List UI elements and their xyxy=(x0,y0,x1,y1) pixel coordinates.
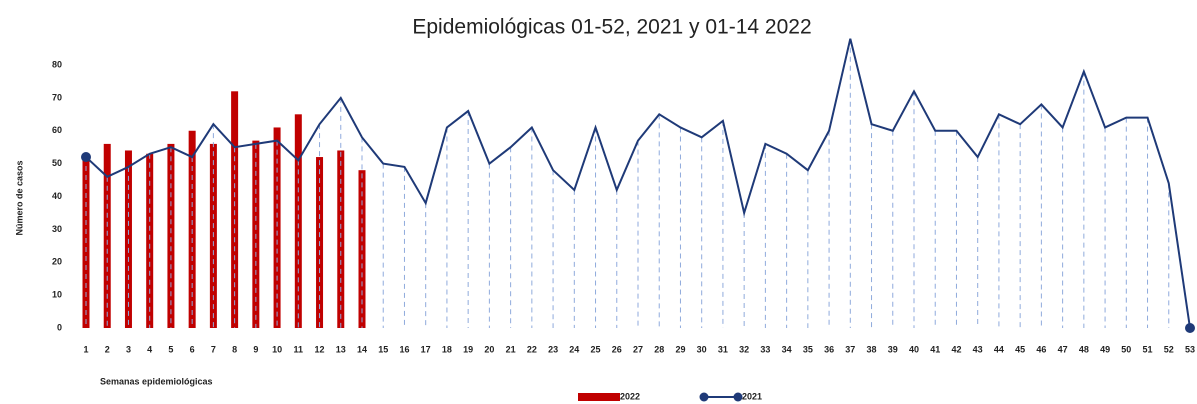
legend-marker xyxy=(699,392,709,402)
x-tick-label: 51 xyxy=(1143,344,1153,354)
x-tick-label: 14 xyxy=(357,344,367,354)
x-tick-label: 37 xyxy=(845,344,855,354)
chart-title: Epidemiológicas 01-52, 2021 y 01-14 2022 xyxy=(412,16,811,39)
x-tick-label: 16 xyxy=(399,344,409,354)
x-tick-label: 1 xyxy=(83,344,88,354)
x-tick-label: 13 xyxy=(336,344,346,354)
x-tick-label: 3 xyxy=(126,344,131,354)
x-axis-label: Semanas epidemiológicas xyxy=(100,376,213,386)
x-tick-label: 32 xyxy=(739,344,749,354)
x-tick-label: 46 xyxy=(1036,344,1046,354)
x-tick-label: 28 xyxy=(654,344,664,354)
x-tick-label: 40 xyxy=(909,344,919,354)
x-tick-label: 31 xyxy=(718,344,728,354)
bar xyxy=(146,153,154,328)
x-tick-label: 20 xyxy=(484,344,494,354)
legend-marker xyxy=(733,392,743,402)
legend-swatch xyxy=(578,393,620,401)
x-tick-label: 15 xyxy=(378,344,388,354)
x-tick-label: 43 xyxy=(973,344,983,354)
x-tick-label: 52 xyxy=(1164,344,1174,354)
x-tick-label: 30 xyxy=(697,344,707,354)
x-tick-label: 11 xyxy=(294,344,304,354)
x-tick-label: 27 xyxy=(633,344,643,354)
x-tick-label: 38 xyxy=(867,344,877,354)
x-tick-label: 45 xyxy=(1015,344,1025,354)
x-tick-label: 39 xyxy=(888,344,898,354)
x-tick-label: 18 xyxy=(442,344,452,354)
y-tick-label: 0 xyxy=(57,322,62,332)
bar xyxy=(167,143,175,328)
x-tick-label: 17 xyxy=(421,344,431,354)
y-tick-label: 40 xyxy=(52,191,62,201)
x-tick-label: 42 xyxy=(951,344,961,354)
y-tick-label: 70 xyxy=(52,92,62,102)
x-tick-label: 7 xyxy=(211,344,216,354)
x-tick-label: 33 xyxy=(760,344,770,354)
x-tick-label: 49 xyxy=(1100,344,1110,354)
y-tick-label: 50 xyxy=(52,158,62,168)
bar xyxy=(273,127,281,329)
x-tick-label: 12 xyxy=(315,344,325,354)
x-tick-label: 47 xyxy=(1058,344,1068,354)
line xyxy=(85,38,1191,329)
x-tick-label: 53 xyxy=(1185,344,1195,354)
bar xyxy=(231,91,239,328)
x-tick-label: 41 xyxy=(930,344,940,354)
bar xyxy=(337,150,345,328)
y-tick-label: 10 xyxy=(52,290,62,300)
x-tick-label: 21 xyxy=(506,344,516,354)
x-tick-label: 29 xyxy=(675,344,685,354)
x-tick-label: 2 xyxy=(105,344,110,354)
x-tick-label: 34 xyxy=(782,344,792,354)
line-marker xyxy=(1185,323,1195,333)
x-tick-label: 22 xyxy=(527,344,537,354)
x-tick-label: 44 xyxy=(994,344,1004,354)
x-tick-label: 9 xyxy=(253,344,258,354)
x-tick-label: 35 xyxy=(803,344,813,354)
y-tick-label: 80 xyxy=(52,59,62,69)
bar xyxy=(103,143,111,328)
y-axis-label: Número de casos xyxy=(14,160,24,235)
y-tick-label: 60 xyxy=(52,125,62,135)
x-tick-label: 48 xyxy=(1079,344,1089,354)
x-tick-label: 19 xyxy=(463,344,473,354)
x-tick-label: 5 xyxy=(168,344,173,354)
y-tick-label: 30 xyxy=(52,224,62,234)
x-tick-label: 25 xyxy=(591,344,601,354)
y-tick-label: 20 xyxy=(52,257,62,267)
legend-label: 2021 xyxy=(742,391,762,401)
legend-label: 2022 xyxy=(620,391,640,401)
x-tick-label: 10 xyxy=(272,344,282,354)
line-marker xyxy=(81,152,91,163)
x-tick-label: 6 xyxy=(190,344,195,354)
x-tick-label: 23 xyxy=(548,344,558,354)
x-tick-label: 26 xyxy=(612,344,622,354)
x-tick-label: 8 xyxy=(232,344,237,354)
x-tick-label: 24 xyxy=(569,344,579,354)
x-tick-label: 36 xyxy=(824,344,834,354)
bar xyxy=(294,114,302,328)
x-tick-label: 50 xyxy=(1121,344,1131,354)
x-tick-label: 4 xyxy=(147,344,152,354)
